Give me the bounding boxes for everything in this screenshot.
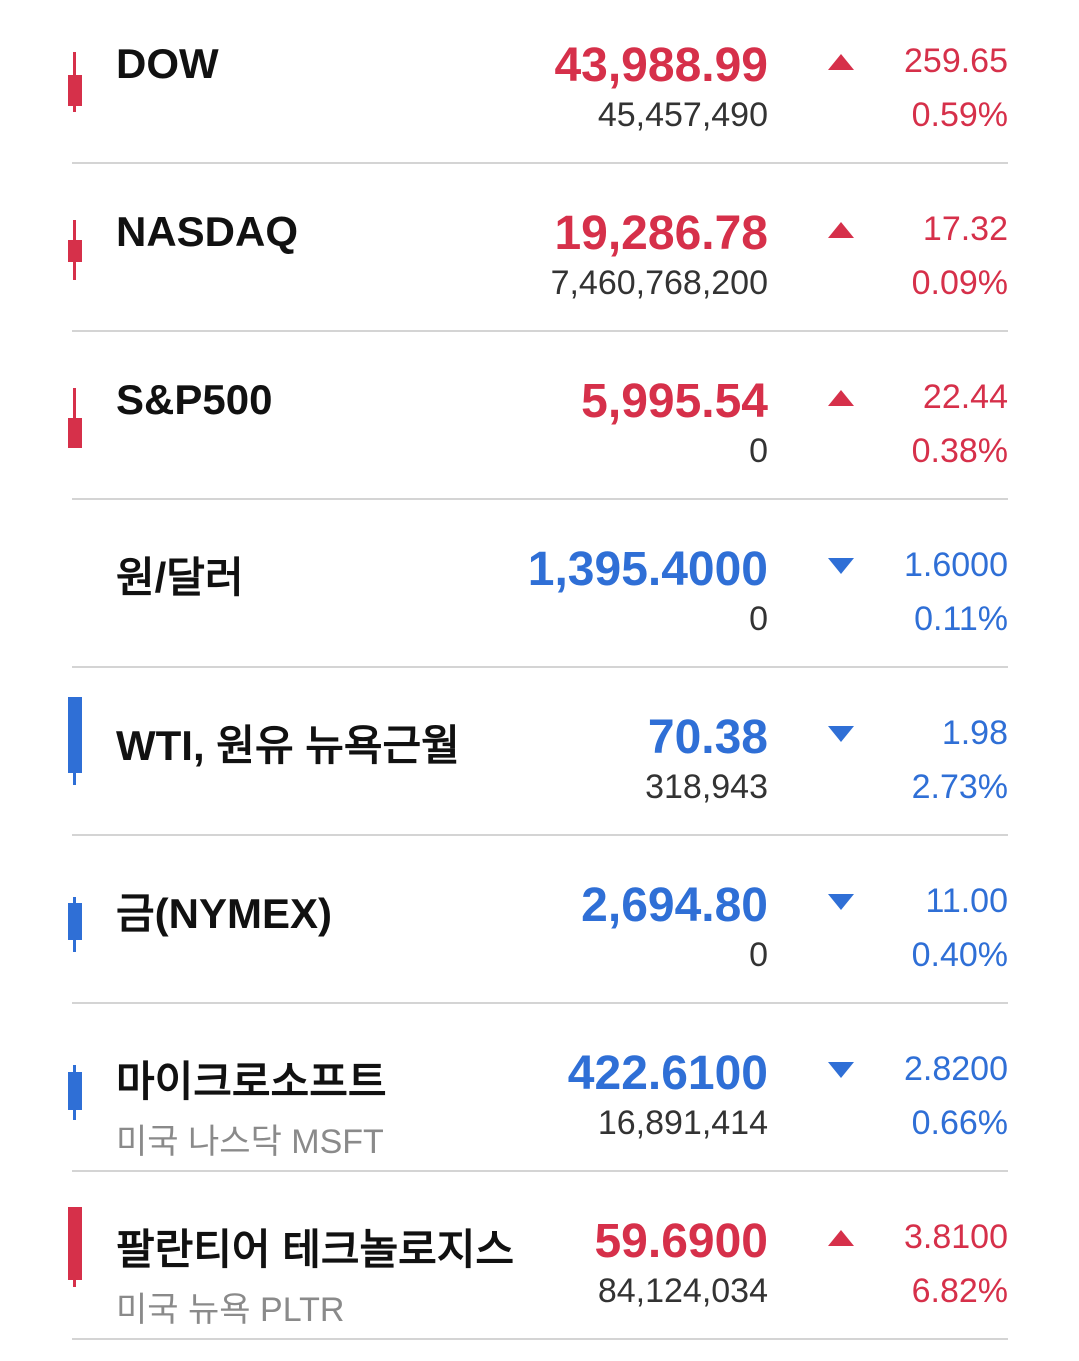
price: 59.6900 (594, 1215, 768, 1268)
price: 422.6100 (567, 1047, 768, 1100)
change-percent: 0.11% (914, 600, 1008, 638)
instrument-market: 미국 뉴욕 PLTR (116, 1291, 345, 1329)
price: 19,286.78 (554, 207, 768, 260)
candlestick-icon (68, 0, 82, 162)
change-value: 1.98 (941, 714, 1008, 752)
change-percent: 0.66% (911, 1104, 1008, 1142)
volume: 84,124,034 (597, 1272, 768, 1310)
instrument-name: 원/달러 (116, 554, 244, 601)
change-percent: 6.82% (911, 1272, 1008, 1310)
change-percent: 0.09% (911, 264, 1008, 302)
volume: 7,460,768,200 (550, 264, 768, 302)
instrument-name: 금(NYMEX) (116, 890, 332, 937)
volume: 45,457,490 (597, 96, 768, 134)
instrument-name: 마이크로소프트 (116, 1058, 387, 1105)
market-row[interactable]: 금(NYMEX) 2,694.80 0 11.00 0.40% (68, 836, 1008, 1004)
change-percent: 0.40% (911, 936, 1008, 974)
price: 5,995.54 (581, 375, 768, 428)
candlestick-icon (68, 668, 82, 834)
market-row[interactable]: WTI, 원유 뉴욕근월 70.38 318,943 1.98 2.73% (68, 668, 1008, 836)
instrument-name: DOW (116, 40, 219, 87)
change-value: 22.44 (922, 378, 1008, 416)
change-percent: 2.73% (911, 768, 1008, 806)
change-value: 3.8100 (904, 1218, 1008, 1256)
instrument-name: 팔란티어 테크놀로지스 (116, 1226, 515, 1273)
price: 70.38 (647, 711, 768, 764)
triangle-down-icon (828, 1062, 854, 1078)
volume: 0 (749, 432, 768, 470)
volume: 0 (749, 936, 768, 974)
triangle-up-icon (828, 54, 854, 70)
market-row[interactable]: S&P500 5,995.54 0 22.44 0.38% (68, 332, 1008, 500)
volume: 0 (749, 600, 768, 638)
candlestick-icon (68, 332, 82, 498)
volume: 16,891,414 (597, 1104, 768, 1142)
price: 2,694.80 (581, 879, 768, 932)
price: 1,395.4000 (527, 543, 768, 596)
candlestick-icon (68, 1004, 82, 1170)
triangle-down-icon (828, 894, 854, 910)
market-row[interactable]: NASDAQ 19,286.78 7,460,768,200 17.32 0.09% (68, 164, 1008, 332)
instrument-name: NASDAQ (116, 208, 299, 255)
market-row[interactable]: 원/달러 1,395.4000 0 1.6000 0.11% (72, 500, 1008, 668)
triangle-down-icon (828, 726, 854, 742)
change-value: 17.32 (922, 210, 1008, 248)
instrument-name: S&P500 (116, 376, 273, 423)
change-percent: 0.59% (911, 96, 1008, 134)
market-list: DOW 43,988.99 45,457,490 259.65 0.59% NASDAQ… (68, 0, 1008, 1340)
change-value: 259.65 (904, 42, 1008, 80)
triangle-up-icon (828, 1230, 854, 1246)
candlestick-icon (68, 164, 82, 330)
instrument-name: WTI, 원유 뉴욕근월 (116, 722, 460, 769)
market-row[interactable]: DOW 43,988.99 45,457,490 259.65 0.59% (68, 0, 1008, 164)
change-value: 11.00 (925, 882, 1008, 920)
instrument-market: 미국 나스닥 MSFT (116, 1123, 384, 1161)
change-value: 2.8200 (904, 1050, 1008, 1088)
volume: 318,943 (645, 768, 768, 806)
change-percent: 0.38% (911, 432, 1008, 470)
triangle-up-icon (828, 222, 854, 238)
candlestick-icon (68, 836, 82, 1002)
triangle-up-icon (828, 390, 854, 406)
candlestick-icon (68, 1172, 82, 1338)
triangle-down-icon (828, 558, 854, 574)
change-value: 1.6000 (904, 546, 1008, 584)
price: 43,988.99 (554, 39, 768, 92)
